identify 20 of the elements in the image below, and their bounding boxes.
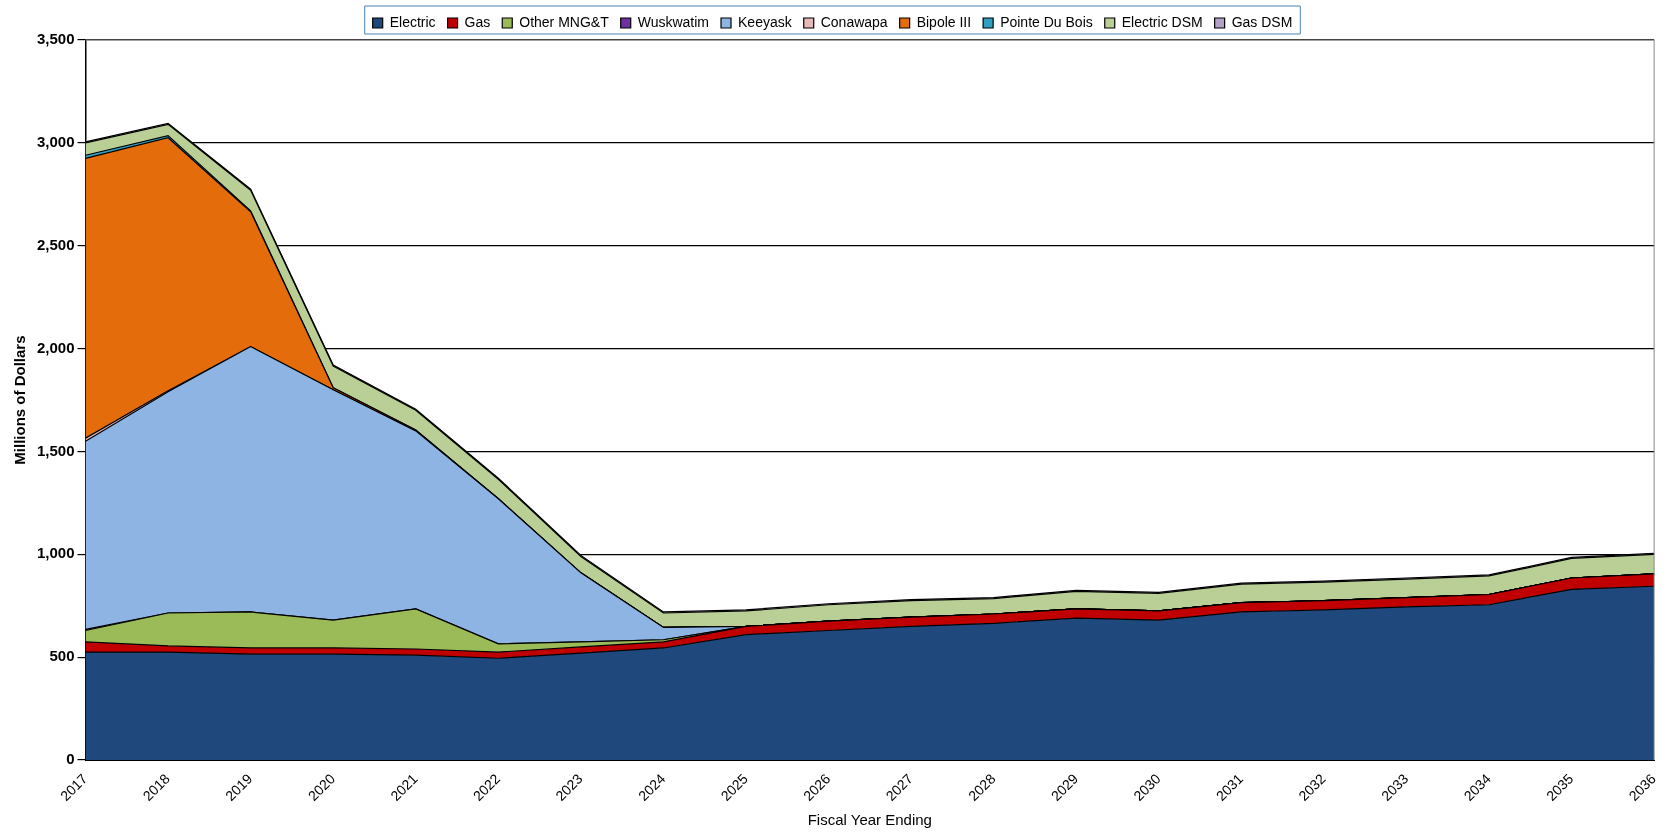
y-tick-label: 1,500: [36, 441, 75, 459]
y-tick-label: 1,000: [36, 544, 75, 562]
y-tick-label: 500: [49, 647, 75, 665]
y-tick-label: 2,500: [36, 235, 75, 253]
legend-label: Conawapa: [820, 13, 888, 30]
legend-label: Electric DSM: [1121, 13, 1203, 30]
legend-label: Electric: [389, 13, 436, 30]
x-axis-title: Fiscal Year Ending: [807, 811, 932, 829]
legend-label: Other MNG&T: [519, 13, 610, 30]
legend-label: Bipole III: [916, 13, 972, 30]
y-tick-label: 2,000: [36, 338, 75, 356]
y-tick-label: 3,000: [36, 133, 75, 151]
legend-label: Gas DSM: [1231, 13, 1293, 30]
legend-label: Wuskwatim: [637, 13, 710, 30]
legend-label: Gas: [464, 13, 491, 30]
legend-label: Pointe Du Bois: [1000, 13, 1093, 30]
y-axis-title: Millions of Dollars: [11, 335, 29, 465]
y-tick-label: 3,500: [36, 30, 75, 48]
y-tick-label: 0: [66, 750, 75, 768]
legend-label: Keeyask: [738, 13, 793, 30]
